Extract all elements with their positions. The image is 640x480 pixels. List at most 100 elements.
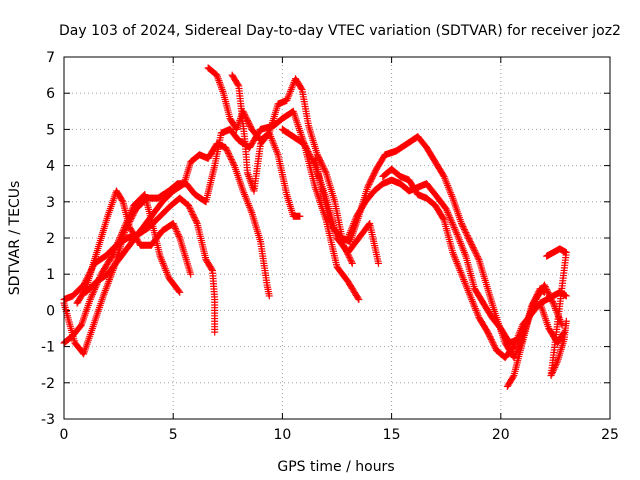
data-point — [443, 207, 451, 215]
y-tick-label: -2 — [41, 376, 55, 392]
data-point — [463, 232, 471, 240]
data-point — [265, 292, 273, 300]
data-point — [371, 168, 379, 176]
x-tick-label: 25 — [601, 427, 619, 443]
data-point — [468, 242, 476, 250]
data-point — [89, 289, 97, 297]
data-point — [369, 171, 377, 179]
data-point — [460, 224, 468, 232]
data-point — [190, 212, 198, 220]
data-point — [184, 201, 192, 209]
data-point — [118, 230, 126, 238]
data-point — [174, 231, 182, 239]
y-tick-label: -1 — [41, 340, 55, 356]
data-point — [543, 287, 551, 295]
data-point — [439, 171, 447, 179]
data-point — [466, 238, 474, 246]
data-point — [306, 152, 314, 160]
data-point — [170, 221, 178, 229]
data-point — [464, 233, 472, 241]
data-point — [467, 239, 475, 247]
data-point — [562, 292, 570, 300]
data-point — [222, 144, 230, 151]
data-point — [227, 156, 235, 164]
data-point — [229, 159, 237, 167]
data-point — [484, 328, 492, 336]
data-point — [465, 236, 473, 244]
data-point — [449, 222, 457, 230]
data-point — [490, 342, 498, 350]
data-point — [77, 322, 85, 330]
data-point — [511, 352, 519, 360]
data-point — [316, 155, 324, 163]
data-point — [484, 330, 492, 338]
data-point — [306, 151, 314, 159]
data-point — [471, 247, 479, 255]
data-point — [190, 213, 198, 221]
data-point — [246, 122, 254, 130]
data-point — [234, 81, 242, 89]
data-point — [120, 225, 128, 233]
data-point — [457, 220, 465, 228]
y-tick-label: 7 — [46, 50, 55, 66]
x-tick-label: 20 — [492, 427, 510, 443]
x-tick-label: 10 — [273, 427, 291, 443]
data-point — [512, 349, 520, 357]
data-point — [510, 353, 518, 361]
data-point — [355, 296, 363, 304]
data-point — [87, 294, 95, 302]
data-point — [462, 229, 470, 237]
data-point — [490, 340, 498, 348]
data-point — [304, 148, 312, 156]
data-point — [169, 220, 177, 228]
data-point — [174, 229, 182, 237]
data-point — [473, 251, 481, 259]
data-point — [451, 225, 459, 233]
data-point — [368, 174, 376, 182]
data-point — [460, 226, 468, 234]
data-point — [468, 241, 476, 249]
data-point — [448, 219, 456, 227]
data-point — [320, 164, 328, 172]
data-point — [347, 256, 355, 264]
data-point — [488, 337, 496, 345]
data-point — [90, 287, 98, 295]
data-point — [544, 289, 552, 297]
data-point — [541, 283, 549, 291]
data-point — [354, 294, 362, 302]
data-point — [321, 167, 329, 175]
data-point — [319, 163, 327, 171]
y-tick-label: 1 — [46, 267, 55, 283]
data-point — [444, 208, 452, 216]
data-point — [187, 270, 195, 278]
data-point — [367, 176, 375, 184]
x-tick-label: 5 — [169, 427, 178, 443]
data-point — [303, 145, 311, 153]
y-tick-label: 3 — [46, 195, 55, 211]
data-point — [365, 180, 373, 188]
data-point — [224, 148, 232, 156]
data-point — [547, 372, 555, 380]
data-point — [192, 217, 200, 225]
data-point — [542, 284, 550, 292]
series-sat-h — [278, 125, 382, 267]
data-point — [366, 177, 374, 185]
x-tick-label: 15 — [383, 427, 401, 443]
data-point — [211, 328, 219, 336]
data-point — [449, 220, 457, 228]
data-point — [549, 367, 557, 375]
data-point — [128, 205, 136, 213]
data-point — [551, 362, 559, 370]
data-point — [530, 299, 538, 307]
x-tick-label: 0 — [60, 427, 69, 443]
data-point — [551, 364, 559, 372]
data-point — [364, 182, 372, 190]
data-point — [445, 212, 453, 220]
data-point — [222, 145, 230, 153]
data-point — [175, 287, 183, 295]
data-point — [188, 209, 196, 217]
data-point — [225, 150, 233, 158]
data-points — [60, 64, 570, 390]
series-sat-e — [82, 140, 273, 300]
data-point — [474, 253, 482, 261]
